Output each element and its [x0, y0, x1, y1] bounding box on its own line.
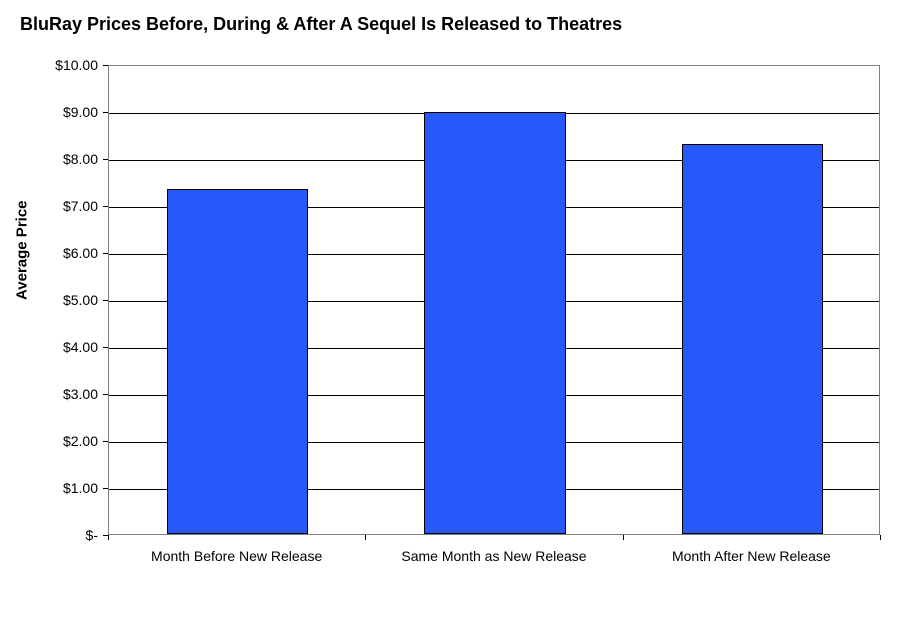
y-tick-mark [103, 441, 108, 442]
y-tick-label: $6.00 [38, 245, 98, 261]
x-tick-mark [880, 535, 881, 540]
y-tick-mark [103, 159, 108, 160]
y-tick-label: $1.00 [38, 480, 98, 496]
y-tick-label: $7.00 [38, 198, 98, 214]
bar [424, 112, 566, 534]
y-tick-mark [103, 347, 108, 348]
y-tick-label: $10.00 [38, 57, 98, 73]
chart-container: BluRay Prices Before, During & After A S… [0, 0, 908, 623]
y-tick-label: $3.00 [38, 386, 98, 402]
y-tick-mark [103, 65, 108, 66]
y-tick-label: $9.00 [38, 104, 98, 120]
x-tick-mark [365, 535, 366, 540]
y-tick-mark [103, 253, 108, 254]
x-tick-label: Same Month as New Release [401, 548, 586, 564]
x-tick-mark [108, 535, 109, 540]
chart-title: BluRay Prices Before, During & After A S… [20, 14, 622, 35]
bar [167, 189, 309, 534]
y-tick-mark [103, 112, 108, 113]
y-tick-label: $- [38, 527, 98, 543]
y-tick-mark [103, 394, 108, 395]
y-axis-label: Average Price [14, 200, 31, 300]
bar [682, 144, 824, 534]
y-tick-label: $4.00 [38, 339, 98, 355]
y-tick-label: $8.00 [38, 151, 98, 167]
y-tick-mark [103, 300, 108, 301]
x-tick-label: Month Before New Release [151, 548, 322, 564]
y-tick-label: $5.00 [38, 292, 98, 308]
y-tick-mark [103, 206, 108, 207]
y-tick-mark [103, 488, 108, 489]
x-tick-mark [623, 535, 624, 540]
plot-area [108, 65, 880, 535]
x-tick-label: Month After New Release [672, 548, 831, 564]
y-tick-label: $2.00 [38, 433, 98, 449]
